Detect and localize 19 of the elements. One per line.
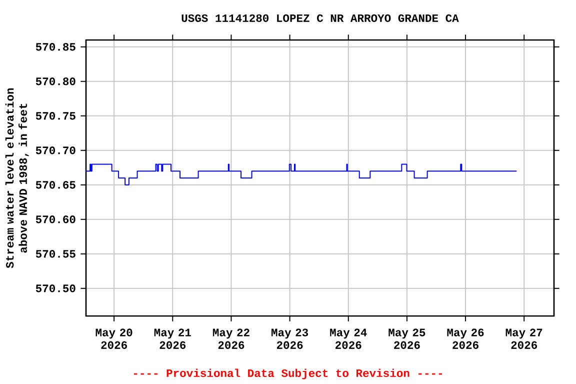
y-tick-label: 570.75 — [36, 112, 76, 120]
y-tick-label: 570.60 — [36, 216, 76, 224]
y-tick-label: 570.85 — [36, 43, 76, 51]
x-tick-label: May 22 2026 — [212, 328, 250, 349]
text: ---- Provisional Data Subject to Revision ---- — [134, 368, 442, 380]
x-tick-label: May 25 2026 — [388, 328, 426, 349]
x-tick-label: May 24 2026 — [330, 328, 367, 349]
y-tick-label: 570.80 — [36, 78, 76, 86]
y-tick-label: 570.50 — [36, 284, 76, 292]
y-tick-label: 570.55 — [36, 250, 76, 258]
x-tick-label: May 26 2026 — [447, 328, 484, 349]
chart-title: USGS 11141280 LOPEZ C NR ARROYO GRANDE CA — [182, 14, 459, 22]
x-tick-label: May 21 2026 — [154, 328, 191, 349]
y-axis-title: Stream water level elevation above NAVD 1988, in feet — [5, 88, 29, 268]
x-tick-label: May 27 2026 — [506, 328, 542, 349]
y-tick-label: 570.65 — [36, 181, 76, 189]
x-tick-label: May 23 2026 — [272, 328, 308, 349]
x-tick-label: May 20 2026 — [96, 328, 132, 349]
y-tick-label: 570.70 — [36, 146, 76, 154]
